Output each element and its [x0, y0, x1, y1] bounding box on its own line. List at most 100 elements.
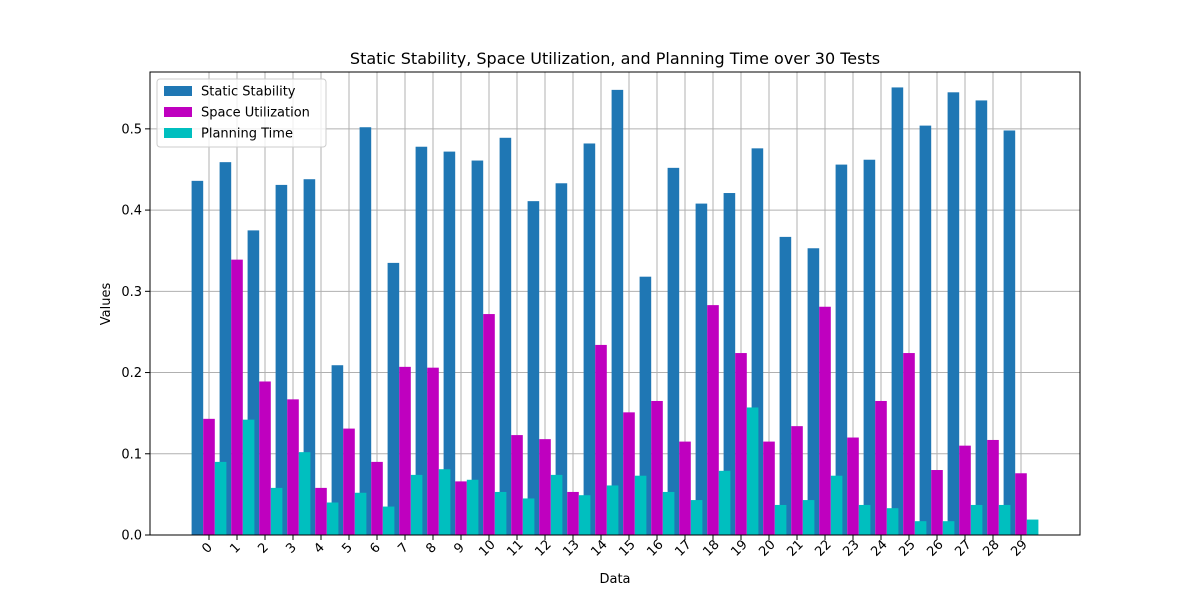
bar-planning-time	[522, 498, 535, 535]
bar-planning-time	[270, 487, 283, 535]
bar-space-utilization	[259, 381, 271, 535]
bar-planning-time	[438, 469, 451, 535]
bar-static-stability	[751, 148, 764, 535]
bar-static-stability	[555, 183, 568, 535]
bar-space-utilization	[455, 481, 467, 535]
bar-space-utilization	[623, 412, 635, 535]
y-tick-label: 0.0	[121, 529, 142, 544]
bar-static-stability	[499, 137, 512, 536]
bar-planning-time	[914, 521, 927, 535]
bar-planning-time	[998, 504, 1011, 535]
bar-static-stability	[247, 230, 260, 535]
bar-planning-time	[242, 419, 255, 535]
bar-static-stability	[611, 89, 624, 536]
bar-planning-time	[410, 474, 423, 535]
x-axis-label: Data	[599, 572, 630, 587]
legend-label: Planning Time	[201, 127, 293, 142]
bar-space-utilization	[763, 441, 775, 535]
y-axis-label: Values	[99, 283, 114, 326]
bar-space-utilization	[539, 439, 551, 535]
bar-space-utilization	[1015, 473, 1027, 535]
bar-planning-time	[830, 475, 843, 535]
bar-space-utilization	[371, 461, 383, 535]
bar-planning-time	[354, 492, 367, 535]
bar-planning-time	[970, 504, 983, 535]
legend-label: Static Stability	[201, 85, 296, 100]
bar-planning-time	[774, 504, 787, 535]
bar-planning-time	[942, 521, 955, 535]
bar-space-utilization	[651, 400, 663, 535]
bar-planning-time	[382, 506, 395, 535]
bar-space-utilization	[959, 445, 971, 535]
bar-static-stability	[891, 87, 904, 536]
bar-space-utilization	[903, 353, 915, 535]
bar-static-stability	[303, 179, 316, 535]
bar-planning-time	[298, 452, 311, 535]
bar-static-stability	[667, 167, 680, 535]
bars	[191, 87, 1039, 536]
bar-static-stability	[275, 184, 288, 535]
bar-space-utilization	[819, 306, 831, 535]
bar-planning-time	[326, 502, 339, 535]
y-axis-ticks: 0.0 0.1 0.2 0.3 0.4 0.5	[121, 122, 150, 544]
bar-space-utilization	[847, 437, 859, 535]
bar-static-stability	[387, 262, 400, 535]
bar-space-utilization	[679, 441, 691, 535]
bar-static-stability	[219, 162, 232, 535]
bar-space-utilization	[203, 418, 215, 535]
bar-space-utilization	[595, 344, 607, 535]
bar-space-utilization	[343, 428, 355, 535]
legend-swatch	[164, 107, 192, 117]
bar-space-utilization	[987, 439, 999, 535]
bar-static-stability	[919, 125, 932, 536]
bar-space-utilization	[511, 435, 523, 535]
bar-planning-time	[886, 508, 899, 535]
bar-static-stability	[947, 92, 960, 535]
bar-planning-time	[578, 495, 591, 535]
bar-static-stability	[471, 160, 484, 536]
bar-space-utilization	[791, 426, 803, 535]
legend-label: Space Utilization	[201, 106, 310, 121]
y-tick-label: 0.3	[121, 285, 142, 300]
bar-planning-time	[802, 500, 815, 535]
bar-planning-time	[214, 461, 227, 535]
bar-planning-time	[550, 474, 563, 535]
bar-static-stability	[779, 236, 792, 535]
bar-space-utilization	[931, 470, 943, 535]
bar-static-stability	[359, 127, 372, 536]
y-tick-label: 0.1	[121, 447, 142, 462]
bar-planning-time	[634, 475, 647, 535]
bar-planning-time	[466, 479, 479, 535]
bar-static-stability	[695, 203, 708, 535]
bar-space-utilization	[399, 366, 411, 535]
bar-space-utilization	[427, 367, 439, 535]
bar-static-stability	[527, 201, 540, 535]
bar-planning-time	[718, 470, 731, 535]
legend-box	[156, 78, 327, 148]
y-tick-label: 0.2	[121, 366, 142, 381]
bar-static-stability	[639, 276, 652, 535]
legend-swatch	[164, 86, 192, 96]
bar-static-stability	[835, 164, 848, 535]
bar-static-stability	[415, 146, 428, 536]
bar-space-utilization	[567, 491, 579, 535]
bar-space-utilization	[483, 314, 495, 535]
bar-planning-time	[858, 504, 871, 535]
bar-static-stability	[807, 248, 820, 535]
plot-frame	[149, 71, 1081, 536]
y-tick-label: 0.5	[121, 122, 142, 137]
bar-space-utilization	[287, 399, 299, 535]
bar-static-stability	[863, 159, 876, 536]
bar-static-stability	[975, 100, 988, 536]
bar-planning-time	[606, 485, 619, 535]
bar-space-utilization	[875, 400, 887, 535]
bar-static-stability	[723, 193, 736, 535]
bar-planning-time	[746, 407, 759, 535]
legend-swatch	[164, 128, 192, 138]
bar-static-stability	[191, 180, 204, 535]
bar-static-stability	[331, 365, 344, 535]
bar-space-utilization	[735, 353, 747, 535]
bar-static-stability	[583, 143, 596, 536]
bar-space-utilization	[707, 305, 719, 535]
